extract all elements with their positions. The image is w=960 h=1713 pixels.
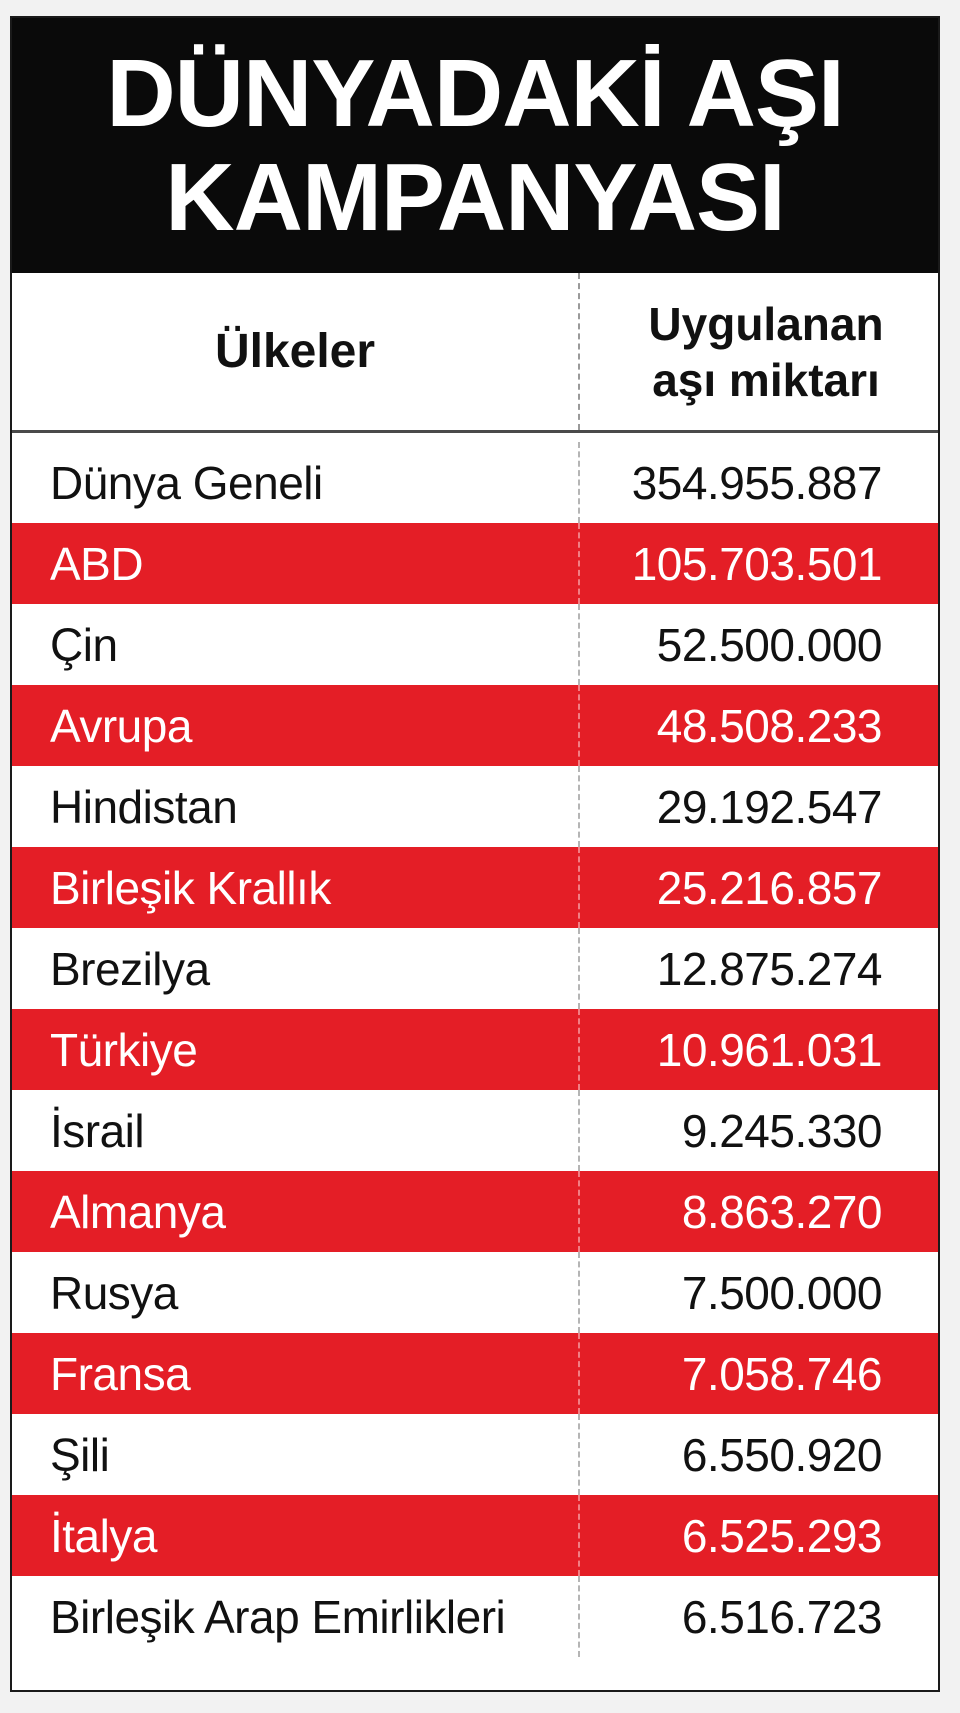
table-row: Fransa 7.058.746 — [12, 1333, 938, 1414]
country-cell: Brezilya — [12, 928, 580, 1009]
country-cell: Dünya Geneli — [12, 442, 580, 523]
table-row: Rusya 7.500.000 — [12, 1252, 938, 1333]
dose-count-cell: 48.508.233 — [656, 699, 883, 752]
dose-count-cell: 7.058.746 — [681, 1347, 883, 1400]
dose-count-cell: 7.500.000 — [681, 1266, 883, 1319]
table-row: Almanya 8.863.270 — [12, 1171, 938, 1252]
table-row: Brezilya 12.875.274 — [12, 928, 938, 1009]
country-cell: Birleşik Arap Emirlikleri — [12, 1576, 580, 1657]
table-row: İsrail 9.245.330 — [12, 1090, 938, 1171]
dose-count-cell: 29.192.547 — [656, 780, 883, 833]
dose-count-cell: 52.500.000 — [656, 618, 883, 671]
header-doses-line-1: Uygulanan — [648, 297, 884, 350]
table-row: Birleşik Arap Emirlikleri 6.516.723 — [12, 1576, 938, 1657]
table-title: DÜNYADAKİ AŞI KAMPANYASI — [12, 18, 938, 273]
table-body: Dünya Geneli 354.955.887 ABD 105.703.501 Çin… — [12, 442, 938, 1657]
country-cell: Almanya — [12, 1171, 580, 1252]
table-row: ABD 105.703.501 — [12, 523, 938, 604]
country-cell: İsrail — [12, 1090, 580, 1171]
country-cell: Hindistan — [12, 766, 580, 847]
country-cell: Türkiye — [12, 1009, 580, 1090]
table-row: Çin 52.500.000 — [12, 604, 938, 685]
title-line-2: KAMPANYASI — [165, 143, 785, 251]
country-cell: Şili — [12, 1414, 580, 1495]
dose-count-cell: 105.703.501 — [631, 537, 883, 590]
country-cell: İtalya — [12, 1495, 580, 1576]
table-row: Türkiye 10.961.031 — [12, 1009, 938, 1090]
dose-count-cell: 354.955.887 — [631, 456, 883, 509]
vaccination-table: DÜNYADAKİ AŞI KAMPANYASI Ülkeler Uygulan… — [10, 16, 940, 1692]
header-doses: Uygulanan aşı miktarı — [580, 273, 938, 430]
table-row: Avrupa 48.508.233 — [12, 685, 938, 766]
country-cell: Birleşik Krallık — [12, 847, 580, 928]
dose-count-cell: 8.863.270 — [681, 1185, 883, 1238]
dose-count-cell: 6.525.293 — [681, 1509, 883, 1562]
table-row: Birleşik Krallık 25.216.857 — [12, 847, 938, 928]
country-cell: ABD — [12, 523, 580, 604]
header-doses-line-2: aşı miktarı — [652, 353, 880, 406]
dose-count-cell: 10.961.031 — [656, 1023, 883, 1076]
country-cell: Fransa — [12, 1333, 580, 1414]
country-cell: Rusya — [12, 1252, 580, 1333]
country-cell: Çin — [12, 604, 580, 685]
country-cell: Avrupa — [12, 685, 580, 766]
table-row: Dünya Geneli 354.955.887 — [12, 442, 938, 523]
title-line-1: DÜNYADAKİ AŞI — [106, 39, 844, 147]
table-row: Hindistan 29.192.547 — [12, 766, 938, 847]
header-countries: Ülkeler — [12, 273, 580, 430]
dose-count-cell: 12.875.274 — [656, 942, 883, 995]
table-row: Şili 6.550.920 — [12, 1414, 938, 1495]
dose-count-cell: 9.245.330 — [681, 1104, 883, 1157]
dose-count-cell: 6.516.723 — [681, 1590, 883, 1643]
dose-count-cell: 6.550.920 — [681, 1428, 883, 1481]
dose-count-cell: 25.216.857 — [656, 861, 883, 914]
table-row: İtalya 6.525.293 — [12, 1495, 938, 1576]
table-header: Ülkeler Uygulanan aşı miktarı — [12, 273, 938, 433]
